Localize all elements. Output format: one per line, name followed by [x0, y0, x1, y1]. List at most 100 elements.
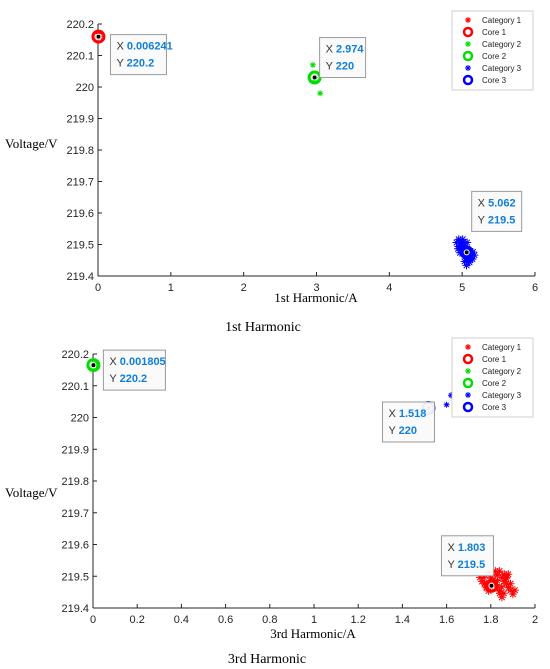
- x-tick-label: 1.8: [483, 614, 498, 626]
- datatip-x-label: X: [116, 41, 126, 53]
- datatip-y-label: Y: [116, 58, 126, 70]
- y-axis-label: Voltage/V: [5, 136, 58, 151]
- scatter-point: [510, 586, 519, 595]
- series-core-3: [459, 245, 474, 260]
- legend-label: Core 1: [482, 28, 507, 37]
- scatter-point: [484, 579, 493, 588]
- datatip-anchor: [463, 249, 470, 256]
- x-axis-label: 1st Harmonic/A: [274, 290, 358, 305]
- datatip-x-label: X: [326, 44, 336, 56]
- y-tick-label: 219.6: [66, 208, 94, 220]
- x-tick-label: 2: [241, 282, 247, 294]
- legend-marker: [462, 353, 474, 365]
- datatip-x-value: 5.062: [488, 197, 516, 209]
- datatip-x: X 5.062: [478, 197, 516, 209]
- legend-marker: [462, 401, 474, 413]
- datatip-y: Y 220: [388, 425, 417, 437]
- y-tick-label: 219.8: [66, 145, 94, 157]
- legend: Category 1 Core 1 Category 2 Core 2 Category…: [451, 337, 534, 418]
- y-axis-label: Voltage/V: [5, 485, 58, 500]
- x-tick-label: 1.4: [395, 614, 410, 626]
- y-tick-label: 219.5: [61, 571, 89, 583]
- scatter-point: [495, 567, 504, 576]
- datatip: X 0.006241 Y 220.2: [95, 33, 173, 76]
- datatip-x: X 0.001805: [109, 356, 165, 368]
- legend-label: Category 2: [482, 40, 522, 49]
- scatter-point: [309, 61, 316, 68]
- datatip-y-label: Y: [478, 214, 488, 226]
- legend-label: Category 3: [482, 391, 522, 400]
- series-core-1: [91, 29, 106, 44]
- scatter-point: [465, 41, 471, 47]
- datatip-y-value: 220: [336, 61, 354, 73]
- scatter-point: [465, 344, 471, 350]
- legend-marker: [462, 26, 474, 38]
- x-tick-label: 0.6: [218, 614, 233, 626]
- datatip-box: [109, 34, 167, 76]
- scatter-point: [497, 593, 506, 602]
- datatip-y-label: Y: [326, 61, 336, 73]
- y-tick-label: 219.6: [61, 540, 89, 552]
- y-tick-label: 220.1: [61, 381, 89, 393]
- datatip-anchor: [90, 362, 97, 369]
- legend-label: Category 1: [482, 343, 522, 352]
- legend-marker: [462, 50, 474, 62]
- scatter-point: [497, 582, 506, 591]
- datatip-x-value: 1.518: [399, 408, 427, 420]
- legend-label: Category 2: [482, 367, 522, 376]
- datatip-anchor: [311, 74, 318, 81]
- datatip-x-value: 2.974: [336, 44, 364, 56]
- scatter-point: [508, 590, 517, 599]
- core-marker: [86, 358, 101, 373]
- datatip-box: [102, 349, 166, 391]
- x-tick-label: 0: [90, 614, 96, 626]
- series-core-2: [86, 358, 101, 373]
- datatip-y-value: 219.5: [488, 214, 516, 226]
- scatter-point: [468, 255, 477, 264]
- x-tick-label: 1.6: [439, 614, 454, 626]
- x-tick-label: 4: [386, 282, 392, 294]
- chart-1st-harmonic-svg: Voltage/V 1st Harmonic/A 1st Harmonic 0 1…: [5, 10, 538, 335]
- datatip-x: X 1.518: [388, 408, 426, 420]
- scatter-point: [499, 589, 508, 598]
- scatter-point: [311, 77, 318, 84]
- datatip-y-value: 220.2: [120, 373, 148, 385]
- scatter-point: [470, 251, 479, 260]
- legend-label: Category 1: [482, 16, 522, 25]
- datatip: X 1.518 Y 220: [381, 401, 435, 443]
- core-marker: [91, 29, 106, 44]
- scatter-point: [448, 392, 454, 399]
- scatter-point: [465, 17, 471, 23]
- legend-label: Core 1: [482, 355, 507, 364]
- datatip-y: Y 220.2: [109, 373, 147, 385]
- y-tick-label: 219.9: [61, 444, 89, 456]
- x-tick-label: 1.2: [351, 614, 366, 626]
- y-tick-label: 220.2: [61, 349, 89, 361]
- scatter-point: [95, 30, 102, 37]
- figure-caption: 1st Harmonic: [225, 320, 301, 335]
- axes: 0 1 2 3 4 5 6 219.4 219.5 219.6 219.7 219.8 219.9 220…: [66, 19, 538, 294]
- datatip-y: Y 220.2: [116, 58, 154, 70]
- scatter-point: [463, 238, 472, 247]
- datatip-x: X 0.006241: [116, 41, 172, 53]
- chart-1st-harmonic: Voltage/V 1st Harmonic/A 1st Harmonic 0 1…: [5, 10, 538, 335]
- scatter-point: [462, 261, 471, 270]
- datatip-x-label: X: [109, 356, 119, 368]
- datatip-y-value: 219.5: [458, 559, 486, 571]
- scatter-point: [480, 573, 488, 582]
- legend-label: Core 3: [482, 76, 507, 85]
- scatter-point: [464, 257, 473, 266]
- datatip-box: [381, 401, 435, 443]
- datatip-x-value: 1.803: [458, 542, 486, 554]
- datatip-y-label: Y: [388, 425, 398, 437]
- x-tick-label: 0.4: [174, 614, 189, 626]
- scatter-point: [493, 571, 502, 580]
- datatip-box: [471, 190, 523, 232]
- x-tick-label: 6: [532, 282, 538, 294]
- scatter-point: [465, 368, 471, 374]
- datatip-anchor: [488, 582, 495, 589]
- datatip-x-value: 0.001805: [120, 356, 166, 368]
